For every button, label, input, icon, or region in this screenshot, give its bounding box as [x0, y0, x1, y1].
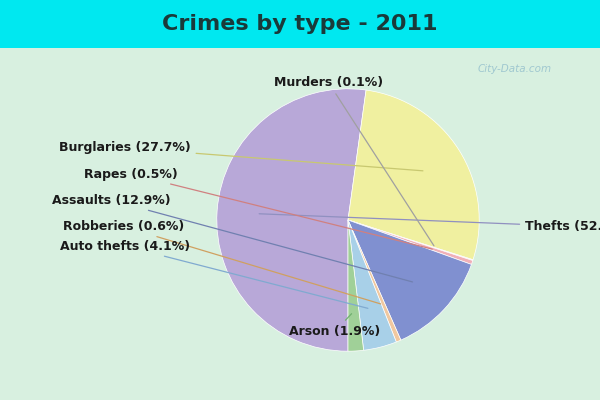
- Wedge shape: [348, 220, 473, 264]
- Text: Auto thefts (4.1%): Auto thefts (4.1%): [61, 240, 368, 308]
- Text: Arson (1.9%): Arson (1.9%): [289, 314, 380, 338]
- Text: City-Data.com: City-Data.com: [478, 64, 552, 74]
- Text: Thefts (52.2%): Thefts (52.2%): [259, 214, 600, 233]
- Text: Murders (0.1%): Murders (0.1%): [274, 76, 434, 246]
- Text: Robberies (0.6%): Robberies (0.6%): [63, 220, 381, 304]
- Wedge shape: [348, 220, 396, 350]
- Wedge shape: [348, 220, 472, 340]
- Text: Crimes by type - 2011: Crimes by type - 2011: [162, 14, 438, 34]
- Wedge shape: [348, 220, 401, 342]
- Wedge shape: [348, 90, 479, 260]
- Wedge shape: [348, 220, 473, 260]
- Text: Burglaries (27.7%): Burglaries (27.7%): [59, 141, 423, 171]
- Wedge shape: [217, 89, 366, 351]
- Text: Rapes (0.5%): Rapes (0.5%): [83, 168, 432, 249]
- Wedge shape: [348, 220, 364, 351]
- Text: Assaults (12.9%): Assaults (12.9%): [52, 194, 412, 282]
